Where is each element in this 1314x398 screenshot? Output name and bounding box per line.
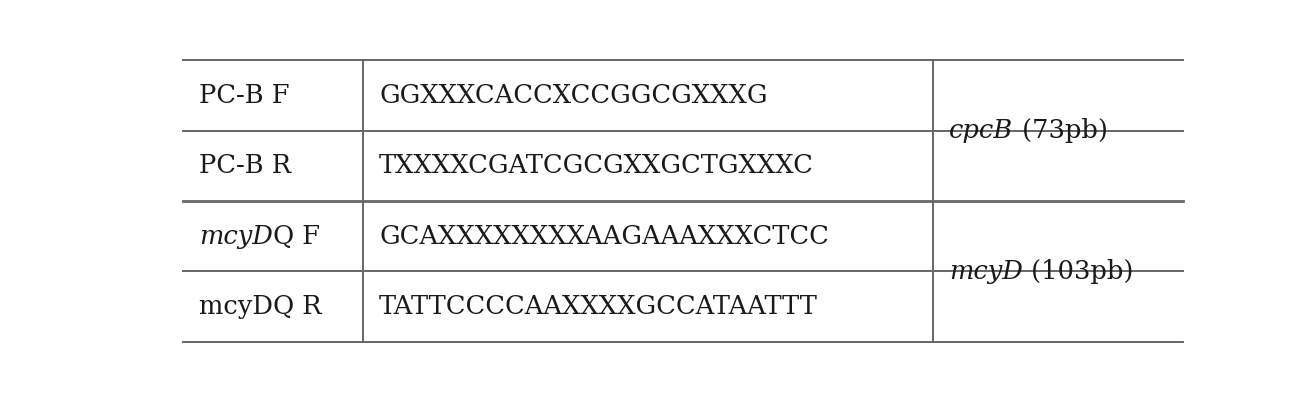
Text: (73pb): (73pb) <box>1013 118 1108 143</box>
Text: PC-B R: PC-B R <box>198 153 290 178</box>
Text: TXXXXCGATCGCGXXGCTGXXXC: TXXXXCGATCGCGXXGCTGXXXC <box>380 153 813 178</box>
Text: mcyD: mcyD <box>950 259 1024 284</box>
Text: TATTCCCCAAXXXXGCCATAATTT: TATTCCCCAAXXXXGCCATAATTT <box>380 294 819 319</box>
Text: mcyD: mcyD <box>198 224 273 249</box>
Text: cpcB: cpcB <box>950 118 1013 143</box>
Text: (103pb): (103pb) <box>1024 259 1134 284</box>
Text: PC-B F: PC-B F <box>198 83 289 108</box>
Text: Q F: Q F <box>273 224 319 249</box>
Text: GCAXXXXXXXXAAGAAAXXXCTCC: GCAXXXXXXXXAAGAAAXXXCTCC <box>380 224 829 249</box>
Text: GGXXXCACCXCCGGCGXXXG: GGXXXCACCXCCGGCGXXXG <box>380 83 767 108</box>
Text: mcyDQ R: mcyDQ R <box>198 294 322 319</box>
